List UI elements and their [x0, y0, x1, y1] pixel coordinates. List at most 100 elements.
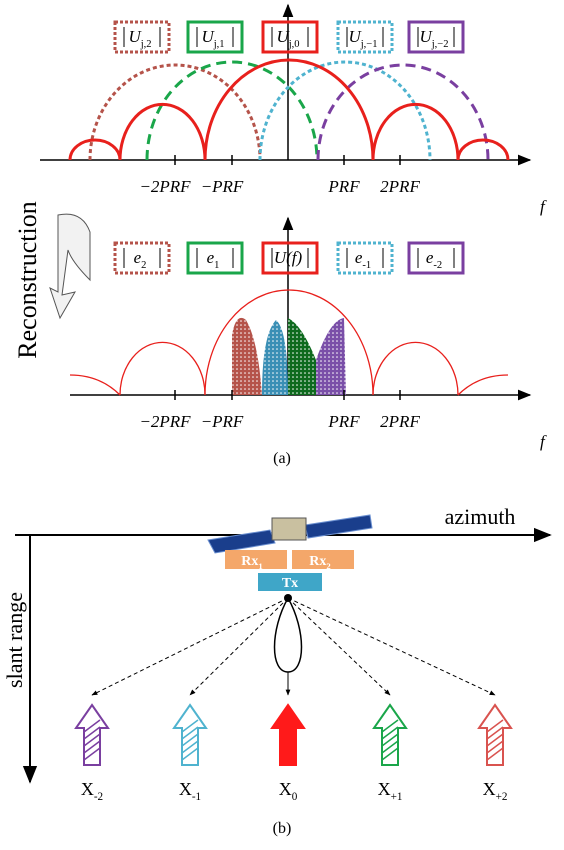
- band-0: [288, 318, 316, 395]
- label-sub: 2: [141, 260, 146, 271]
- label-sub: +2: [496, 791, 508, 803]
- label-sub: +1: [391, 791, 403, 803]
- label: Uj,1: [201, 27, 224, 50]
- hatch: [487, 734, 503, 746]
- target-arrow: [174, 705, 206, 765]
- label-sub: -1: [192, 791, 201, 803]
- tick-label: −2PRF: [139, 177, 191, 196]
- caption: (a): [273, 450, 291, 467]
- hatch: [182, 734, 198, 746]
- tick-label: 2PRF: [380, 177, 420, 196]
- label: X+2: [483, 779, 508, 803]
- label-main: X: [81, 779, 94, 799]
- hatch: [182, 727, 198, 739]
- tick-label: PRF: [327, 412, 360, 431]
- label-main: X: [378, 779, 391, 799]
- echo-path: [288, 598, 390, 695]
- hatch: [182, 748, 198, 760]
- label-sub: -1: [362, 260, 371, 271]
- label: Uj,−2: [419, 27, 448, 50]
- band-minus1: [316, 318, 346, 395]
- spectrum-minus1: [260, 62, 430, 160]
- axis-label: f: [540, 197, 547, 216]
- target-arrow: [272, 705, 304, 765]
- label-sub: 2: [326, 561, 330, 571]
- figure: Reconstruction (a) azimuth slant range T…: [0, 0, 564, 845]
- label-main: Rx: [309, 554, 326, 569]
- band-2: [232, 318, 262, 395]
- label-sub: -2: [433, 260, 442, 271]
- tick-label: 2PRF: [380, 412, 420, 431]
- label-main: X: [279, 779, 292, 799]
- hatch: [382, 734, 398, 746]
- label-sub: -2: [94, 791, 103, 803]
- target-arrow: [76, 705, 108, 765]
- reconstructed-bands: [232, 318, 346, 395]
- tx-label: Tx: [282, 576, 298, 591]
- label: X-2: [81, 779, 103, 803]
- spectrum-minus2: [318, 65, 488, 160]
- spectrum-0: [205, 60, 373, 160]
- echo-path: [288, 598, 495, 695]
- label-sub: 1: [214, 260, 219, 271]
- label: X+1: [378, 779, 403, 803]
- sidelobes: [70, 104, 508, 160]
- hatch: [182, 720, 198, 732]
- label-main: U(f): [274, 248, 303, 267]
- axis-label: slant range: [2, 592, 27, 688]
- caption: (b): [273, 820, 292, 837]
- hatch: [84, 720, 100, 732]
- label: e-1: [355, 248, 371, 271]
- tick-label: −PRF: [201, 177, 244, 196]
- hatch: [382, 720, 398, 732]
- solar-panel: [208, 530, 275, 553]
- label: Uj,−1: [348, 27, 377, 50]
- label: X0: [279, 779, 298, 803]
- label-sub: j,−1: [360, 39, 378, 50]
- label: e2: [134, 248, 147, 271]
- label: U(f): [274, 248, 303, 267]
- label-main: X: [483, 779, 496, 799]
- band-1: [262, 320, 288, 395]
- target-arrow: [479, 705, 511, 765]
- hatch: [487, 720, 503, 732]
- label-sub: j,2: [140, 39, 152, 50]
- echo-path: [92, 598, 288, 695]
- spectrum-1: [147, 62, 317, 160]
- spectrum-2: [90, 65, 260, 160]
- label-main: X: [179, 779, 192, 799]
- label-sub: 1: [258, 561, 262, 571]
- hatch: [382, 741, 398, 753]
- tick-label: −2PRF: [139, 412, 191, 431]
- label: e-2: [426, 248, 442, 271]
- hatch: [487, 748, 503, 760]
- hatch: [382, 727, 398, 739]
- tick-label: −PRF: [201, 412, 244, 431]
- label-sub: j,0: [288, 39, 300, 50]
- hatch: [182, 741, 198, 753]
- label: Uj,0: [276, 27, 299, 50]
- label-sub: j,1: [213, 39, 225, 50]
- hatch: [487, 741, 503, 753]
- spectra-top: [70, 60, 508, 160]
- label: Uj,2: [128, 27, 151, 50]
- beam-lobe: [275, 598, 302, 672]
- echo-path: [190, 598, 288, 695]
- hatch: [84, 748, 100, 760]
- axis-label: f: [540, 432, 547, 451]
- label-sub: j,−2: [431, 39, 449, 50]
- axis-label: azimuth: [445, 504, 516, 529]
- label: e1: [207, 248, 220, 271]
- hatch: [382, 748, 398, 760]
- curved-arrow: [50, 214, 90, 318]
- hatch: [84, 727, 100, 739]
- hatch: [487, 727, 503, 739]
- side-label: Reconstruction: [13, 201, 42, 358]
- label: X-1: [179, 779, 201, 803]
- tick-label: PRF: [327, 177, 360, 196]
- label-sub: 0: [292, 791, 298, 803]
- label-main: Rx: [241, 554, 258, 569]
- hatch: [84, 741, 100, 753]
- hatch: [84, 734, 100, 746]
- target-arrow: [374, 705, 406, 765]
